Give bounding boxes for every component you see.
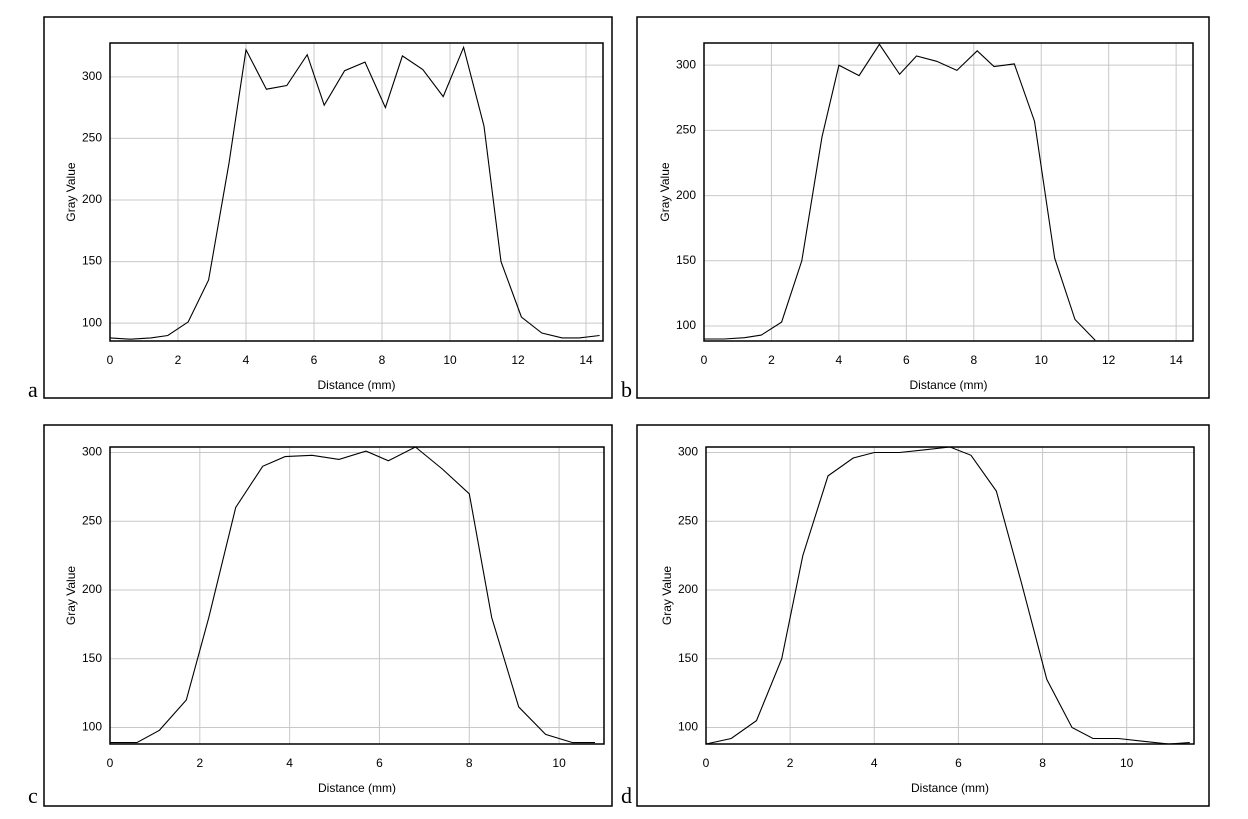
data-line [704, 44, 1095, 340]
plot-area [706, 447, 1194, 744]
panel-frame [637, 425, 1209, 806]
data-line [706, 447, 1190, 744]
plot-area [110, 43, 603, 341]
x-axis-label: Distance (mm) [909, 378, 987, 392]
y-tick-label: 250 [678, 513, 698, 527]
x-tick-label: 4 [871, 756, 878, 770]
y-tick-label: 200 [82, 582, 102, 596]
y-tick-label: 300 [676, 57, 696, 71]
plot-area [704, 43, 1193, 341]
panel-label: a [28, 377, 38, 402]
x-tick-label: 10 [443, 353, 457, 367]
x-axis-label: Distance (mm) [317, 378, 395, 392]
x-tick-label: 0 [107, 353, 114, 367]
x-tick-label: 4 [286, 756, 293, 770]
x-tick-label: 14 [1169, 353, 1183, 367]
panel-label: d [621, 783, 632, 808]
y-tick-label: 250 [82, 131, 102, 145]
x-tick-label: 6 [311, 353, 318, 367]
y-tick-label: 150 [82, 254, 102, 268]
data-line [110, 47, 600, 339]
x-tick-label: 8 [379, 353, 386, 367]
y-axis-label: Gray Value [658, 162, 672, 221]
y-tick-label: 100 [82, 315, 102, 329]
x-tick-label: 0 [107, 756, 114, 770]
panel-frame [44, 425, 612, 806]
x-tick-label: 14 [579, 353, 593, 367]
page: {"chart_data": [ {"type": "line", "panel… [0, 0, 1248, 819]
x-tick-label: 6 [376, 756, 383, 770]
y-axis-label: Gray Value [64, 566, 78, 625]
x-tick-label: 8 [466, 756, 473, 770]
figure: a02468101214100150200250300Distance (mm)… [0, 0, 1248, 819]
x-axis-label: Distance (mm) [318, 781, 396, 795]
y-tick-label: 300 [82, 445, 102, 459]
y-axis-label: Gray Value [660, 566, 674, 625]
y-tick-label: 300 [82, 69, 102, 83]
data-line [110, 447, 595, 743]
x-tick-label: 2 [196, 756, 203, 770]
y-tick-label: 200 [676, 188, 696, 202]
x-tick-label: 0 [701, 353, 708, 367]
y-tick-label: 200 [678, 582, 698, 596]
x-tick-label: 6 [955, 756, 962, 770]
x-tick-label: 4 [836, 353, 843, 367]
y-tick-label: 300 [678, 445, 698, 459]
y-tick-label: 250 [676, 123, 696, 137]
x-tick-label: 0 [703, 756, 710, 770]
y-tick-label: 100 [82, 720, 102, 734]
panel-label: b [621, 377, 632, 402]
plot-area [110, 447, 604, 744]
x-tick-label: 2 [175, 353, 182, 367]
x-tick-label: 4 [243, 353, 250, 367]
x-tick-label: 6 [903, 353, 910, 367]
x-tick-label: 2 [787, 756, 794, 770]
y-tick-label: 150 [676, 253, 696, 267]
x-tick-label: 12 [511, 353, 525, 367]
x-tick-label: 8 [1039, 756, 1046, 770]
x-tick-label: 10 [552, 756, 566, 770]
x-tick-label: 8 [970, 353, 977, 367]
y-tick-label: 200 [82, 192, 102, 206]
y-tick-label: 150 [678, 651, 698, 665]
y-tick-label: 250 [82, 513, 102, 527]
y-axis-label: Gray Value [64, 162, 78, 221]
y-tick-label: 100 [678, 720, 698, 734]
x-tick-label: 12 [1102, 353, 1116, 367]
y-tick-label: 100 [676, 318, 696, 332]
y-tick-label: 150 [82, 651, 102, 665]
panel-label: c [28, 783, 38, 808]
x-axis-label: Distance (mm) [911, 781, 989, 795]
x-tick-label: 10 [1120, 756, 1134, 770]
x-tick-label: 2 [768, 353, 775, 367]
x-tick-label: 10 [1035, 353, 1049, 367]
